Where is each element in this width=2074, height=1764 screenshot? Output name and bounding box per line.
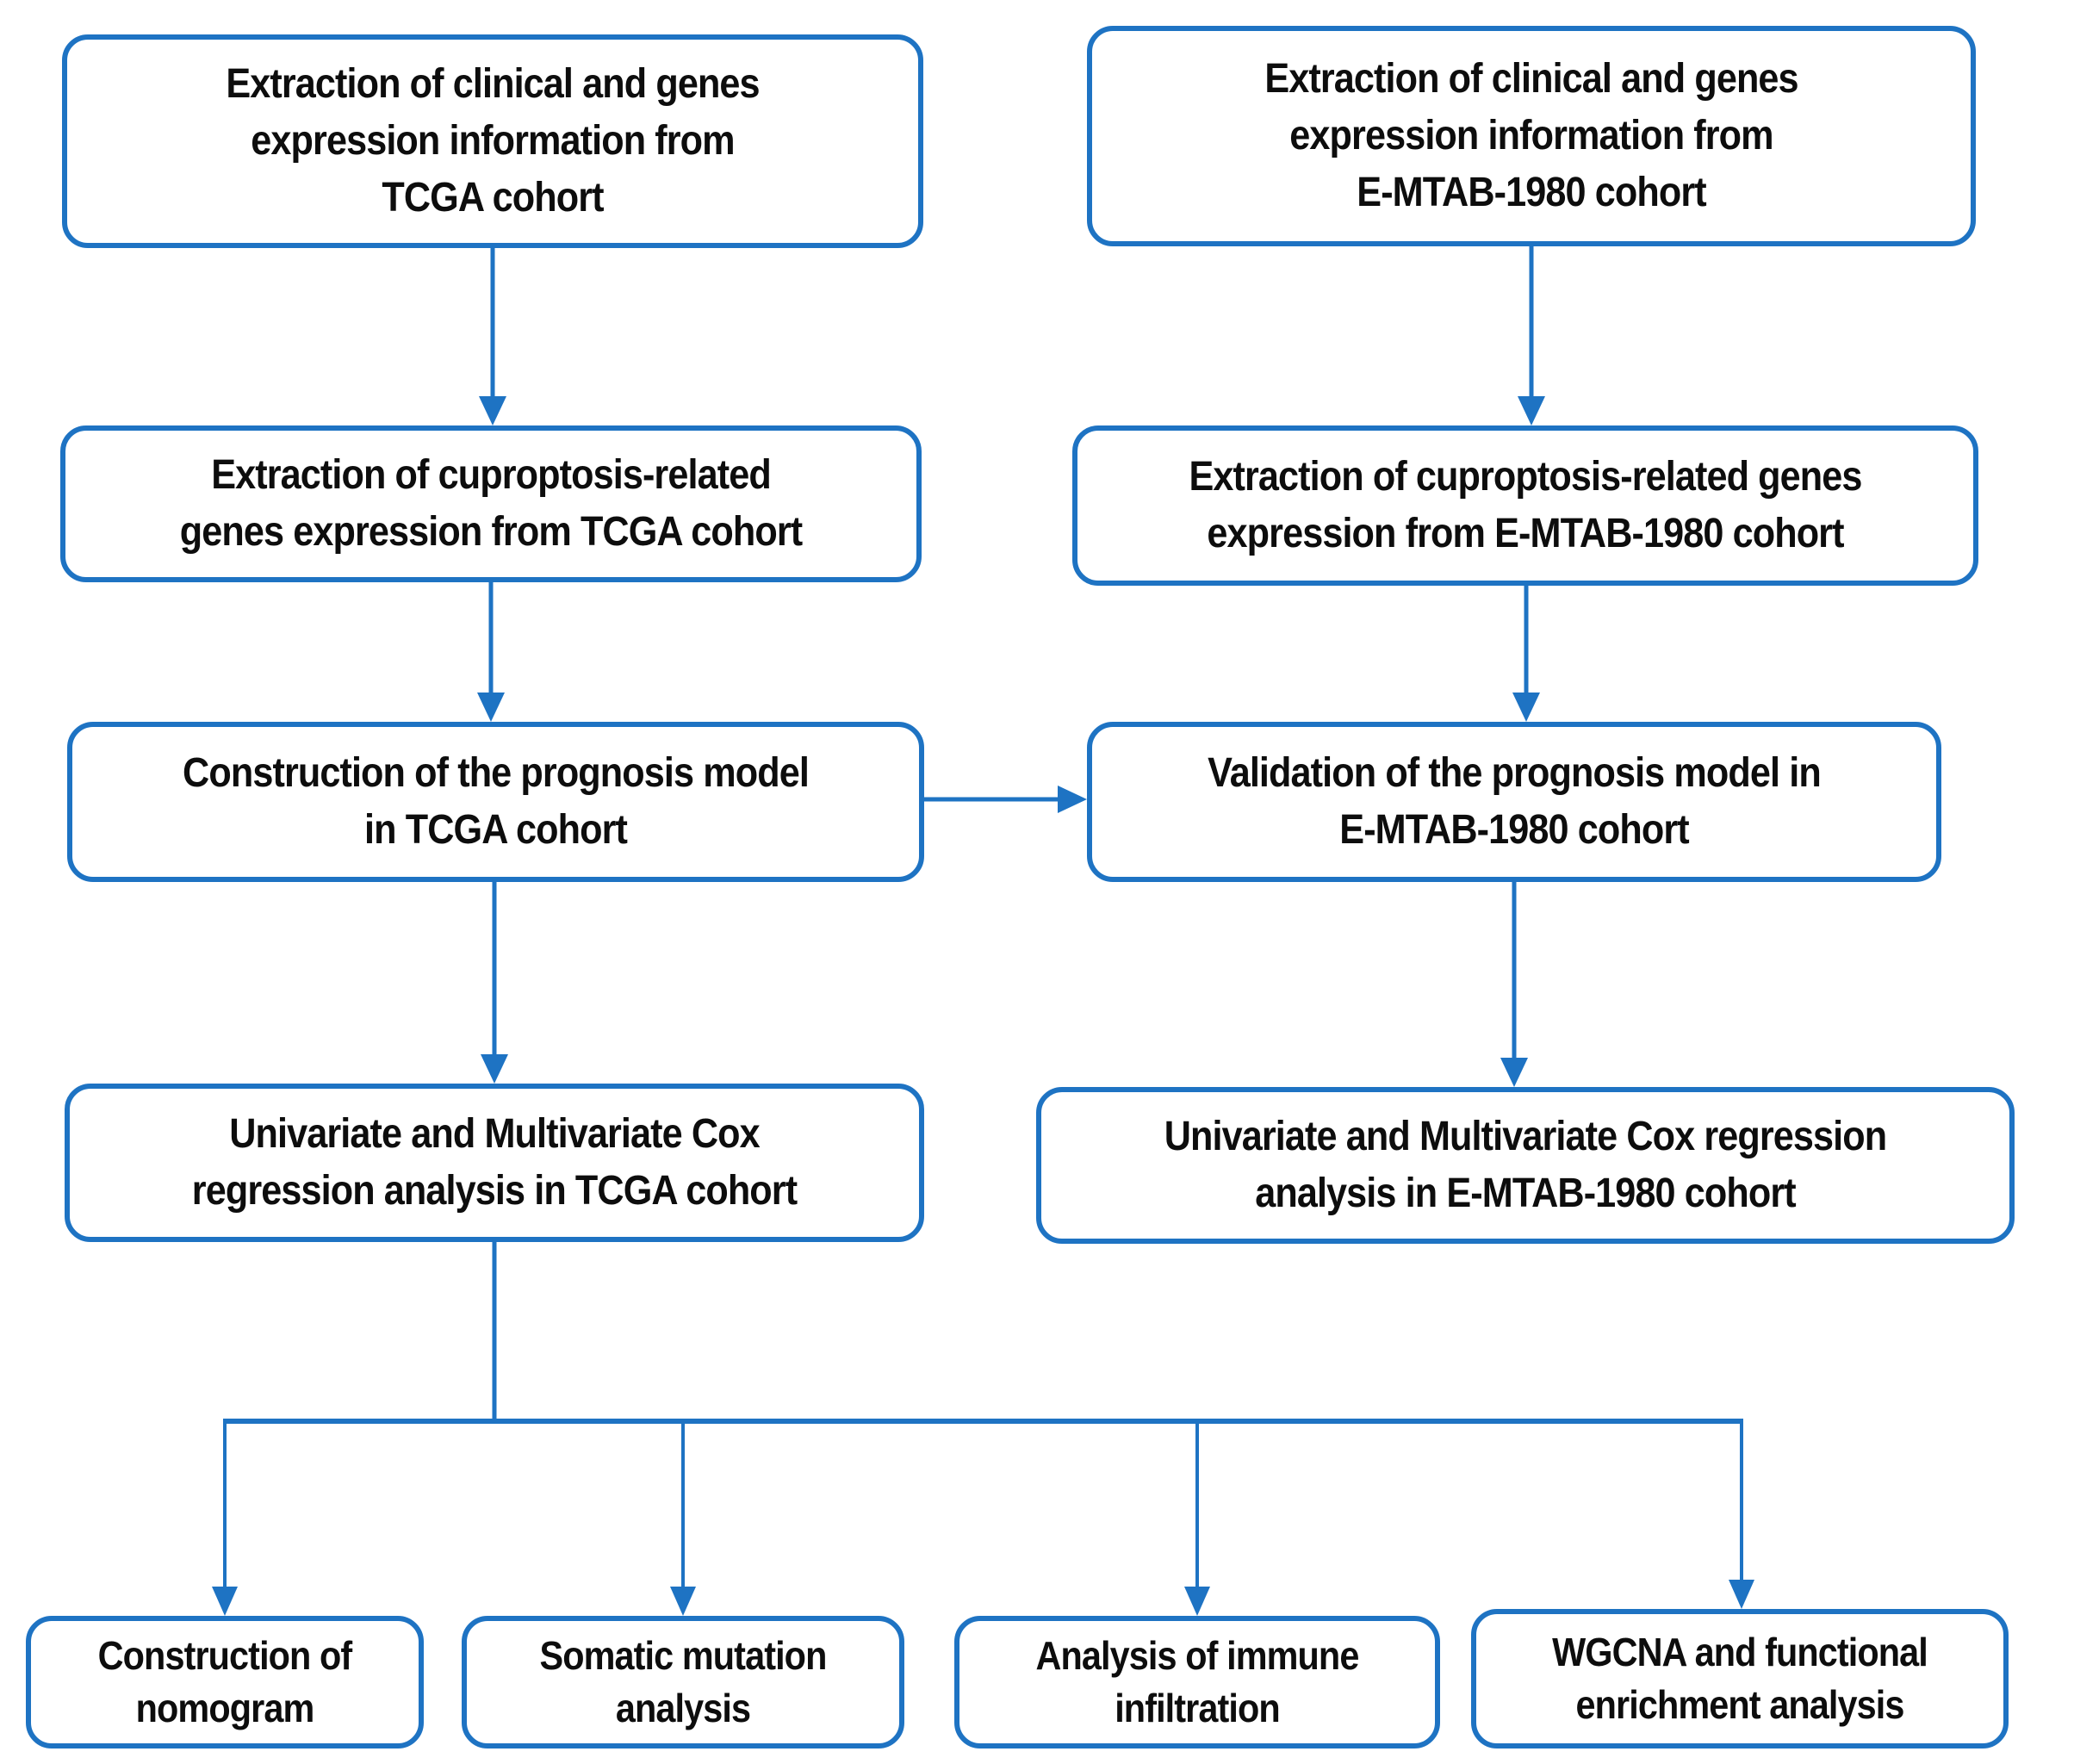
edge-branch-to-nomogram bbox=[212, 1419, 238, 1616]
node-somatic-mutation-label: Somatic mutation analysis bbox=[539, 1633, 828, 1730]
edge-cox-tcga-branch-trunk bbox=[225, 1242, 1742, 1424]
node-immune-infiltration: Analysis of immune infiltration bbox=[954, 1616, 1440, 1748]
node-extract-clinical-emtab: Extraction of clinical and genes express… bbox=[1087, 26, 1976, 246]
node-extract-cuproptosis-emtab: Extraction of cuproptosis-related genes … bbox=[1072, 425, 1978, 586]
edge-branch-to-somatic-mutation bbox=[670, 1421, 696, 1616]
edge-extract-clinical-tcga-to-cuproptosis-tcga bbox=[479, 248, 506, 425]
node-nomogram: Construction of nomogram bbox=[26, 1616, 424, 1748]
edge-cuproptosis-emtab-to-validate-model bbox=[1512, 586, 1540, 722]
node-wgcna: WGCNA and functional enrichment analysis bbox=[1471, 1609, 2009, 1748]
node-construct-model-tcga-label: Construction of the prognosis model in T… bbox=[183, 749, 810, 853]
node-cox-emtab-label: Univariate and Multivariate Cox regressi… bbox=[1164, 1113, 1887, 1216]
node-immune-infiltration-label: Analysis of immune infiltration bbox=[1035, 1633, 1360, 1730]
edge-extract-clinical-emtab-to-cuproptosis-emtab bbox=[1518, 246, 1545, 425]
node-extract-clinical-tcga: Extraction of clinical and genes express… bbox=[62, 34, 923, 248]
node-cox-emtab: Univariate and Multivariate Cox regressi… bbox=[1036, 1087, 2015, 1244]
node-extract-cuproptosis-tcga-label: Extraction of cuproptosis-related genes … bbox=[179, 451, 803, 555]
node-extract-clinical-emtab-label: Extraction of clinical and genes express… bbox=[1264, 55, 1798, 216]
node-nomogram-label: Construction of nomogram bbox=[97, 1633, 353, 1730]
node-extract-cuproptosis-tcga: Extraction of cuproptosis-related genes … bbox=[60, 425, 922, 582]
edge-construct-model-to-cox-tcga bbox=[481, 882, 508, 1084]
node-validate-model-emtab-label: Validation of the prognosis model in E-M… bbox=[1208, 749, 1822, 853]
node-cox-tcga: Univariate and Multivariate Cox regressi… bbox=[65, 1084, 924, 1242]
edge-validate-model-to-cox-emtab bbox=[1500, 882, 1528, 1087]
edge-cuproptosis-tcga-to-construct-model bbox=[477, 582, 505, 722]
edge-construct-model-to-validate-model bbox=[924, 786, 1087, 813]
edge-branch-to-wgcna bbox=[1729, 1419, 1754, 1609]
node-validate-model-emtab: Validation of the prognosis model in E-M… bbox=[1087, 722, 1941, 882]
node-construct-model-tcga: Construction of the prognosis model in T… bbox=[67, 722, 924, 882]
node-extract-clinical-tcga-label: Extraction of clinical and genes express… bbox=[226, 60, 760, 221]
edge-branch-to-immune-infiltration bbox=[1184, 1421, 1210, 1616]
node-extract-cuproptosis-emtab-label: Extraction of cuproptosis-related genes … bbox=[1189, 453, 1862, 556]
node-somatic-mutation: Somatic mutation analysis bbox=[462, 1616, 904, 1748]
node-cox-tcga-label: Univariate and Multivariate Cox regressi… bbox=[191, 1110, 798, 1214]
node-wgcna-label: WGCNA and functional enrichment analysis bbox=[1552, 1630, 1928, 1727]
